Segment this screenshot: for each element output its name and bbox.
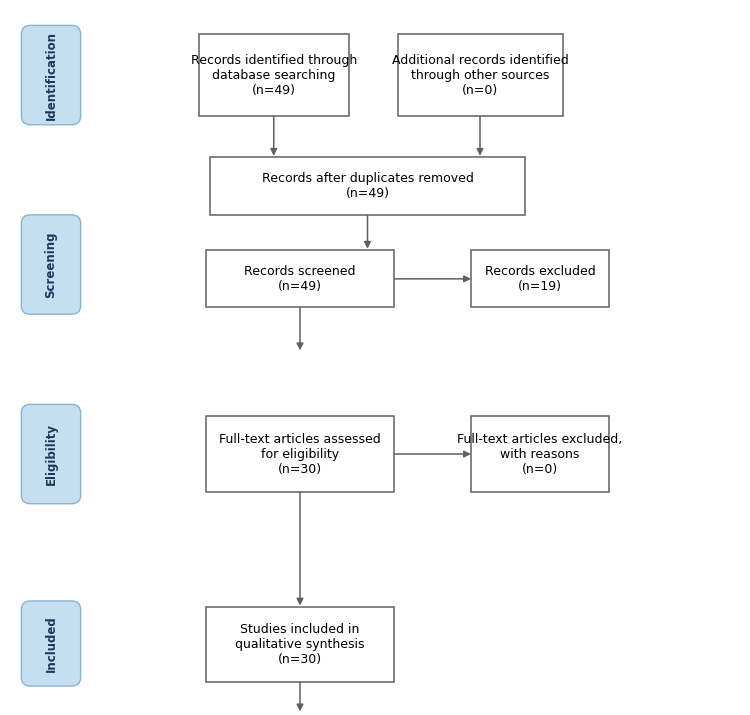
FancyBboxPatch shape	[210, 157, 525, 214]
Text: Records identified through
database searching
(n=49): Records identified through database sear…	[190, 54, 357, 97]
Text: Studies included in
qualitative synthesis
(n=30): Studies included in qualitative synthesi…	[236, 623, 364, 666]
FancyBboxPatch shape	[22, 25, 81, 125]
Text: Full-text articles assessed
for eligibility
(n=30): Full-text articles assessed for eligibil…	[219, 433, 381, 475]
FancyBboxPatch shape	[199, 34, 349, 116]
FancyBboxPatch shape	[471, 250, 609, 307]
FancyBboxPatch shape	[398, 34, 562, 116]
FancyBboxPatch shape	[22, 214, 81, 315]
FancyBboxPatch shape	[471, 416, 609, 492]
Text: Records screened
(n=49): Records screened (n=49)	[244, 265, 356, 293]
FancyBboxPatch shape	[206, 608, 394, 682]
Text: Included: Included	[44, 615, 58, 672]
Text: Screening: Screening	[44, 231, 58, 298]
Text: Additional records identified
through other sources
(n=0): Additional records identified through ot…	[392, 54, 568, 97]
Text: Records excluded
(n=19): Records excluded (n=19)	[484, 265, 596, 293]
Text: Full-text articles excluded,
with reasons
(n=0): Full-text articles excluded, with reason…	[458, 433, 622, 475]
FancyBboxPatch shape	[206, 416, 394, 492]
FancyBboxPatch shape	[22, 601, 81, 686]
Text: Eligibility: Eligibility	[44, 423, 58, 485]
FancyBboxPatch shape	[206, 250, 394, 307]
Text: Identification: Identification	[44, 31, 58, 119]
Text: Records after duplicates removed
(n=49): Records after duplicates removed (n=49)	[262, 172, 473, 200]
FancyBboxPatch shape	[22, 405, 81, 503]
